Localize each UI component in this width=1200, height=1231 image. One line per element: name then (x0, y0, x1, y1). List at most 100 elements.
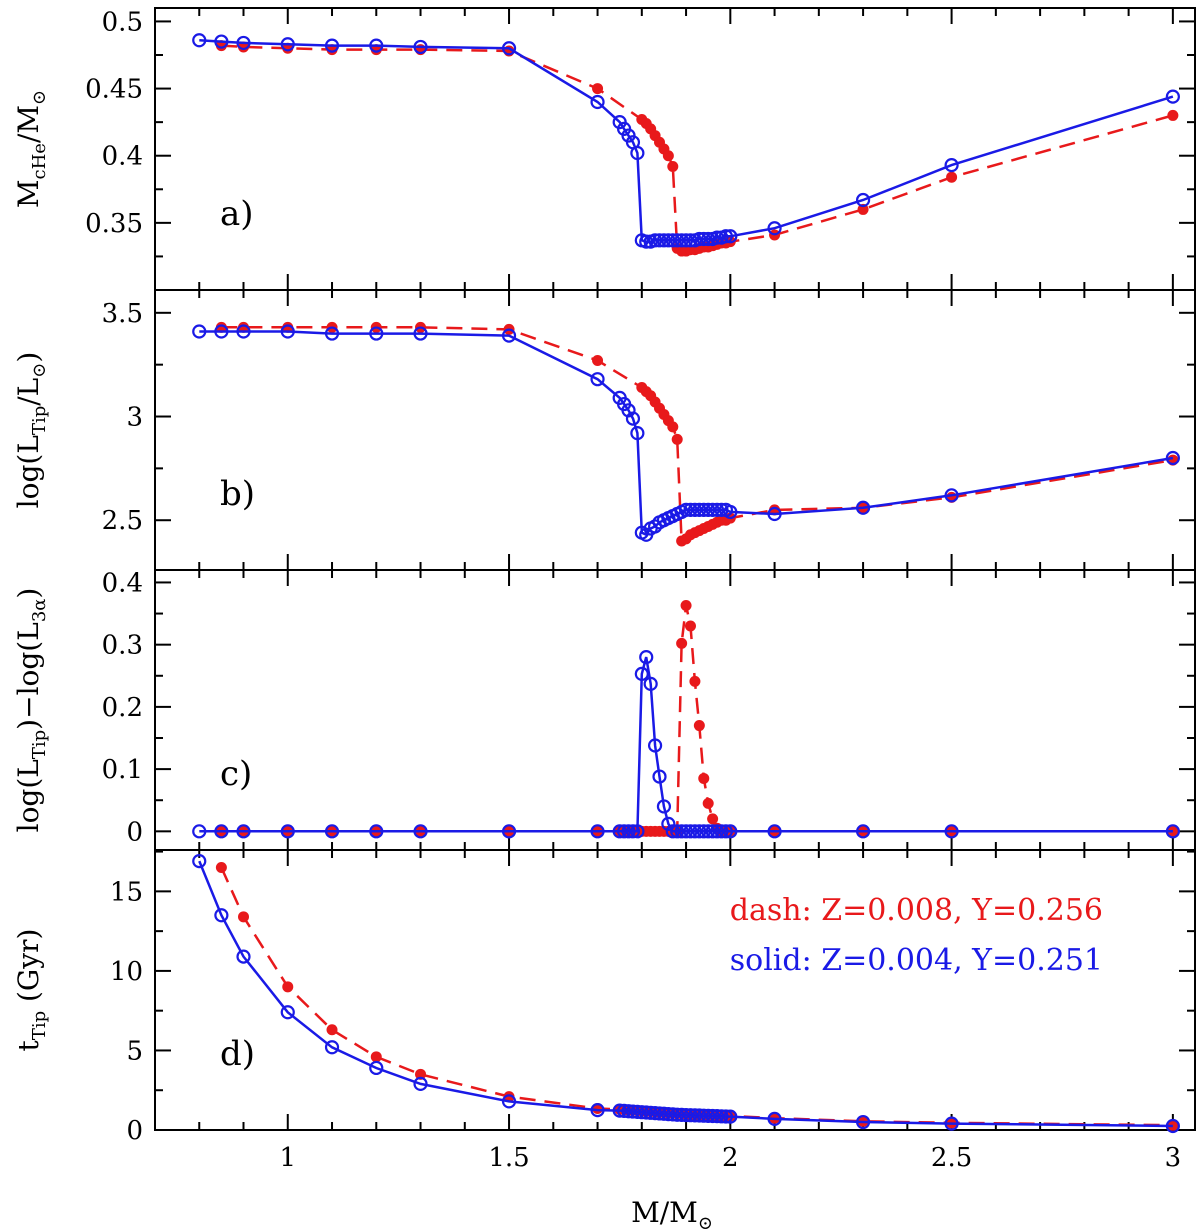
solid-series-point (621, 1104, 636, 1119)
y-axis-title-part: log(L (12, 435, 45, 508)
solid-series-point (683, 502, 698, 517)
y-axis-title-part: M (12, 179, 45, 208)
plot-frame (154, 849, 1196, 1131)
solid-series-point (709, 502, 725, 517)
solid-series-point (678, 824, 694, 839)
panel-tag: b) (220, 474, 255, 514)
solid-series-point (656, 1106, 672, 1121)
solid-series-point (324, 326, 340, 341)
y-tick-label: 10 (110, 957, 143, 987)
dash-series-line (221, 44, 1174, 253)
panel-tag: c) (220, 754, 252, 794)
solid-series-point (590, 94, 605, 110)
solid-series-point (214, 824, 229, 839)
solid-series-point (214, 34, 229, 49)
solid-series-point (687, 824, 703, 839)
solid-series-point (280, 824, 295, 839)
solid-series-point (665, 1107, 680, 1122)
solid-series-point (639, 234, 654, 249)
solid-series-point (855, 1114, 871, 1130)
solid-series-point (369, 824, 384, 839)
y-axis-title-part: ) (12, 352, 45, 363)
solid-series-point (634, 1105, 649, 1120)
solid-series-point (718, 824, 733, 839)
solid-series-point (214, 908, 229, 923)
solid-series-point (709, 1109, 725, 1124)
solid-series-point (413, 1076, 428, 1091)
dash-series-point (684, 620, 696, 632)
dash-series-point (689, 675, 701, 687)
x-axis-title-main: M/M (631, 1196, 698, 1229)
solid-series-point (647, 1106, 663, 1121)
solid-series-point (501, 1094, 517, 1109)
solid-series-point (643, 1105, 658, 1120)
solid-series-point (324, 824, 340, 839)
solid-series-point (661, 816, 676, 831)
solid-series-point (1165, 450, 1180, 466)
solid-series-point (214, 324, 229, 339)
solid-series-point (280, 1005, 295, 1020)
y-tick-label: 3 (126, 403, 143, 433)
solid-series-point (705, 1108, 720, 1124)
solid-series-point (701, 824, 716, 839)
solid-series-point (590, 372, 605, 387)
y-axis-title: log(LTip)−log(L3α) (12, 588, 50, 833)
solid-series-point (324, 38, 340, 53)
solid-series-point (192, 854, 207, 869)
solid-series-point (683, 233, 698, 248)
y-tick-label: 0.2 (102, 693, 143, 723)
solid-series-line (199, 656, 1173, 833)
legend-solid-label: solid: Z=0.004, Y=0.251 (730, 943, 1103, 978)
y-axis-title: tTip (Gyr) (12, 929, 50, 1052)
dash-series-point (667, 421, 679, 433)
solid-series-point (501, 328, 517, 343)
dash-series-point (592, 83, 604, 95)
dash-series-point (707, 813, 719, 825)
dash-series-point (415, 1068, 427, 1080)
panel-a: 0.35 0.4 0.45 0.5 McHe/M⊙ a) (12, 7, 1196, 291)
solid-series-point (647, 738, 663, 753)
solid-series-point (665, 233, 680, 248)
solid-series-point (413, 326, 428, 341)
solid-series-point (683, 1108, 698, 1123)
dash-series-point (326, 1024, 338, 1036)
solid-series-point (652, 233, 667, 248)
solid-series-point (590, 1103, 605, 1118)
legend-dash-label: dash: Z=0.008, Y=0.256 (730, 893, 1103, 928)
solid-series-line (199, 38, 1174, 243)
solid-series-point (678, 1107, 694, 1123)
solid-series-point (501, 41, 517, 56)
solid-series-point (670, 233, 685, 248)
solid-series-point (639, 650, 654, 665)
dash-series-point (282, 981, 294, 993)
solid-series-point (767, 506, 782, 522)
solid-series-point (1165, 89, 1180, 104)
y-axis-title-part: cHe (29, 143, 50, 179)
dash-series-point (503, 1091, 515, 1103)
solid-series-point (192, 824, 207, 839)
panel-tag: a) (220, 194, 254, 234)
y-tick-label: 15 (110, 877, 143, 907)
solid-series-point (705, 824, 720, 839)
dash-series-point (282, 321, 294, 333)
solid-series-point (617, 1103, 632, 1119)
panel-c: 0 0.1 0.2 0.3 0.4 log(LTip)−log(L3α) c) (12, 568, 1196, 851)
solid-series-point (714, 824, 729, 839)
dash-series-point (1167, 109, 1179, 121)
solid-series-point (236, 35, 251, 51)
solid-series-point (617, 824, 632, 839)
solid-series-point (692, 824, 707, 839)
solid-series-point (696, 824, 711, 839)
solid-series-point (413, 39, 428, 55)
y-axis-title-part: log(L (12, 759, 45, 832)
solid-series-point (634, 666, 649, 682)
solid-series-point (855, 192, 871, 208)
y-axis-title-part: Tip (29, 406, 50, 435)
solid-series-point (696, 231, 711, 247)
solid-series-point (767, 221, 782, 236)
y-axis-title-part: t (12, 1039, 45, 1051)
x-tick-label: 3 (1165, 1143, 1182, 1173)
solid-series-point (612, 1103, 627, 1118)
y-tick-label: 0.3 (102, 631, 143, 661)
solid-series-point (661, 1106, 676, 1122)
